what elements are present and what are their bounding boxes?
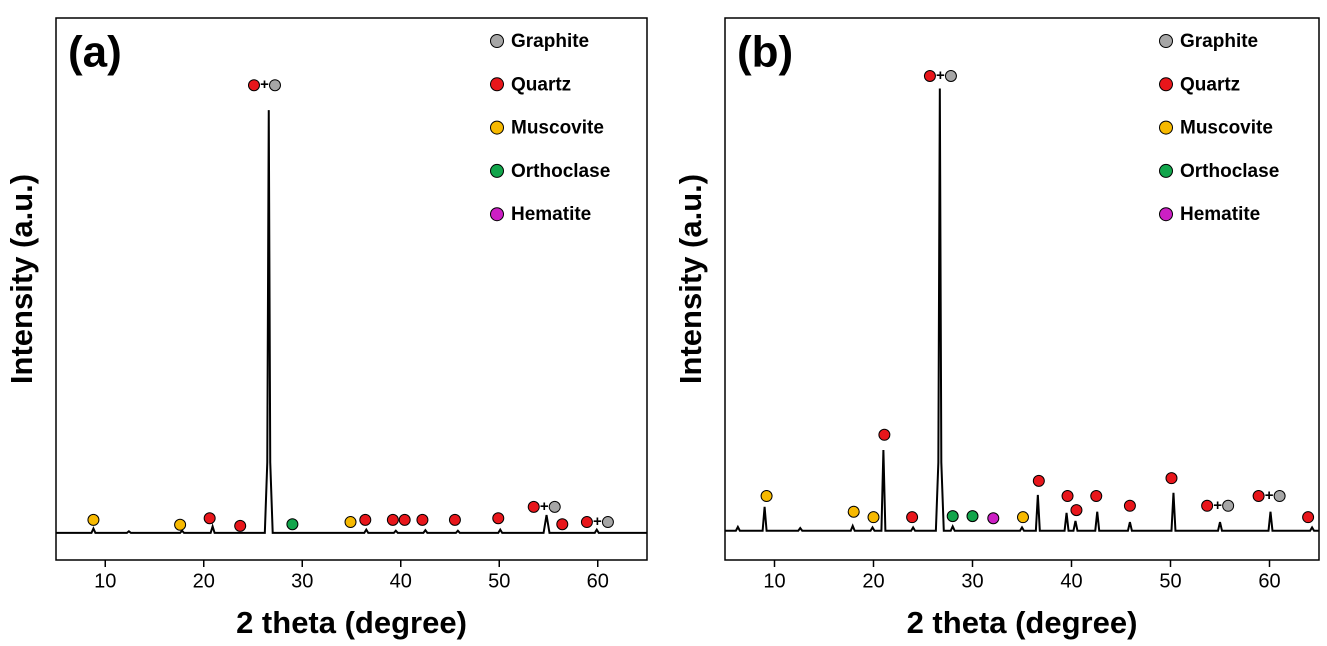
phase-marker <box>580 516 593 529</box>
phase-marker <box>386 513 399 526</box>
legend-marker <box>490 163 504 178</box>
phase-marker <box>286 518 299 531</box>
phase-marker <box>1016 511 1029 524</box>
legend-label: Hematite <box>511 204 591 225</box>
phase-marker <box>87 513 100 526</box>
phase-marker <box>398 513 411 526</box>
x-axis-label: 2 theta (degree) <box>236 605 467 640</box>
phase-marker <box>1201 499 1214 512</box>
phase-marker <box>906 511 919 524</box>
phase-marker <box>923 69 936 82</box>
phase-marker <box>946 510 959 523</box>
x-axis-label: 2 theta (degree) <box>907 605 1138 640</box>
phase-marker <box>1061 490 1074 503</box>
phase-marker <box>527 500 540 513</box>
phase-marker <box>1123 499 1136 512</box>
plus-sign: + <box>593 513 602 530</box>
legend-marker <box>490 77 504 92</box>
phase-marker <box>944 69 957 82</box>
legend-marker <box>1159 120 1173 135</box>
phase-marker <box>966 510 979 523</box>
panel-label: (b) <box>737 28 793 77</box>
xrd-line <box>56 110 647 534</box>
legend-marker <box>1159 163 1173 178</box>
plus-sign: + <box>260 76 269 93</box>
plus-sign: + <box>540 498 549 515</box>
phase-marker <box>1090 490 1103 503</box>
legend-label: Graphite <box>511 31 589 52</box>
phase-marker <box>867 511 880 524</box>
phase-marker <box>1070 504 1083 517</box>
x-tick-label: 40 <box>390 570 412 592</box>
x-tick-label: 50 <box>1159 570 1181 592</box>
phase-marker <box>203 512 216 525</box>
legend-marker <box>1159 77 1173 92</box>
phase-marker <box>548 500 561 513</box>
phase-marker <box>987 512 1000 525</box>
phase-marker <box>847 505 860 518</box>
x-tick-label: 30 <box>291 570 313 592</box>
phase-marker <box>1222 499 1235 512</box>
phase-marker <box>760 490 773 503</box>
x-tick-label: 50 <box>488 570 510 592</box>
y-axis-label: Intensity (a.u.) <box>673 174 708 384</box>
legend-label: Graphite <box>1180 31 1258 52</box>
phase-marker <box>344 516 357 529</box>
phase-marker <box>492 512 505 525</box>
plus-sign: + <box>1213 497 1222 514</box>
phase-marker <box>1165 472 1178 485</box>
plot-frame <box>724 17 1320 561</box>
x-tick-label: 60 <box>587 570 609 592</box>
legend-label: Orthoclase <box>1180 161 1279 182</box>
xrd-line <box>725 88 1319 532</box>
legend-marker <box>490 120 504 135</box>
legend-marker <box>490 207 504 222</box>
legend-label: Hematite <box>1180 204 1260 225</box>
phase-marker <box>247 79 260 92</box>
plot-frame <box>55 17 648 561</box>
x-tick-label: 10 <box>763 570 785 592</box>
x-tick-label: 40 <box>1060 570 1082 592</box>
phase-marker <box>601 516 614 529</box>
legend-label: Muscovite <box>511 118 604 139</box>
phase-marker <box>1032 474 1045 487</box>
legend-marker <box>1159 34 1173 48</box>
y-axis-label: Intensity (a.u.) <box>4 174 39 384</box>
x-tick-label: 20 <box>862 570 884 592</box>
legend-label: Orthoclase <box>511 161 610 182</box>
x-tick-label: 10 <box>94 570 116 592</box>
x-tick-label: 30 <box>961 570 983 592</box>
x-tick-label: 20 <box>193 570 215 592</box>
legend-marker <box>490 34 504 48</box>
phase-marker <box>268 79 281 92</box>
phase-marker <box>1252 490 1265 503</box>
plus-sign: + <box>936 67 945 84</box>
plus-sign: + <box>1265 487 1274 504</box>
phase-marker <box>878 428 891 441</box>
phase-marker <box>556 518 569 531</box>
phase-marker <box>448 513 461 526</box>
x-tick-label: 60 <box>1258 570 1280 592</box>
phase-marker <box>416 513 429 526</box>
legend-label: Quartz <box>511 74 571 95</box>
phase-marker <box>234 519 247 532</box>
legend-label: Muscovite <box>1180 118 1273 139</box>
legend-label: Quartz <box>1180 74 1240 95</box>
phase-marker <box>174 518 187 531</box>
panel-label: (a) <box>68 28 122 77</box>
phase-marker <box>1273 490 1286 503</box>
phase-marker <box>1302 511 1315 524</box>
phase-marker <box>359 513 372 526</box>
legend-marker <box>1159 207 1173 222</box>
